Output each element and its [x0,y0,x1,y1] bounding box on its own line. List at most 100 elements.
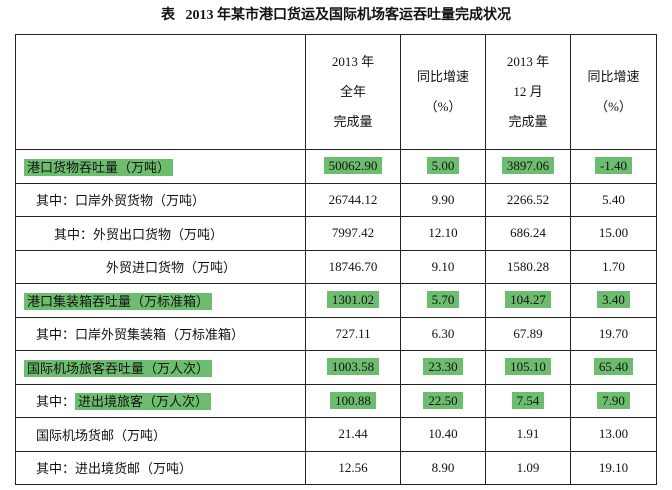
cell-value: 686.24 [510,225,546,241]
value-cell: 104.27 [485,283,571,318]
row-label: 港口货物吞吐量（万吨） [24,158,174,176]
row-label: 国际机场货邮（万吨） [36,427,167,443]
value-cell: 3897.06 [485,149,571,184]
value-cell: 727.11 [305,316,401,351]
row-label-cell: 其中：口岸外贸集装箱（万标准箱） [15,316,306,351]
value-cell: 22.50 [400,383,486,418]
value-cell: 1.09 [485,450,571,485]
value-cell: 12.10 [400,216,486,251]
row-label: 国际机场旅客吞吐量（万人次） [24,359,213,377]
value-cell: 3.40 [570,283,657,318]
value-cell: 5.40 [570,182,657,217]
cell-value: 9.10 [431,258,455,274]
value-cell: 15.00 [570,216,657,251]
value-cell: 8.90 [400,450,486,485]
header-cell: 2013 年 12 月完成量 [485,34,571,150]
cell-value: 67.89 [513,325,543,341]
header-line: 2013 年 [506,54,550,69]
cell-value: 19.70 [598,325,629,341]
header-line: （%） [424,99,462,114]
cell-value: 1.09 [516,459,540,475]
value-cell: 10.40 [400,417,486,452]
data-table: 2013 年全年 完成量 同比增速 （%） 2013 年 12 月完成量 同比增速 （%） 港… [15,34,657,485]
cell-value: 104.27 [505,291,551,309]
row-label: 港口集装箱吞吐量（万标准箱） [24,292,213,310]
cell-value: 105.10 [505,358,551,376]
header-line: 同比增速 [416,69,469,84]
value-cell: 1.70 [570,249,657,284]
value-cell: 6.30 [400,316,486,351]
table-row: 其中：外贸出口货物（万吨） 7997.42 12.10 686.24 15.00 [15,216,657,251]
cell-value: 22.50 [423,391,463,409]
value-cell: 23.30 [400,350,486,385]
value-cell: 1003.58 [305,350,401,385]
table-row: 国际机场货邮（万吨） 21.44 10.40 1.91 13.00 [15,417,657,452]
value-cell: 7.54 [485,383,571,418]
row-prefix: 其中： [36,327,76,343]
cell-value: 26744.12 [328,191,378,207]
cell-value: 10.40 [428,426,458,442]
cell-value: 50062.90 [323,157,383,175]
cell-value: 65.40 [593,358,634,376]
row-prefix: 其中： [36,193,76,209]
header-line: 完成量 [508,114,548,129]
cell-value: 21.44 [338,426,368,442]
table-row: 港口货物吞吐量（万吨） 50062.90 5.00 3897.06 -1.40 [15,149,657,184]
value-cell: 21.44 [305,417,401,452]
value-cell: 12.56 [305,450,401,485]
row-label: 外贸进口货物（万吨） [106,260,237,276]
cell-value: 1.70 [602,258,625,274]
value-cell: 1301.02 [305,283,401,318]
value-cell: 7997.42 [305,216,401,251]
cell-value: 1.91 [516,426,540,442]
table-row: 港口集装箱吞吐量（万标准箱） 1301.02 5.70 104.27 3.40 [15,283,657,318]
value-cell: 9.90 [400,182,486,217]
cell-value: 7.90 [597,391,630,409]
row-label: 外贸出口货物（万吨） [93,226,224,242]
row-label-cell: 国际机场货邮（万吨） [15,417,306,452]
value-cell: 13.00 [570,417,657,452]
header-row: 2013 年全年 完成量 同比增速 （%） 2013 年 12 月完成量 同比增速 （%） [15,34,657,150]
cell-value: 5.00 [426,157,460,175]
cell-value: 15.00 [598,225,629,241]
table-row: 国际机场旅客吞吐量（万人次） 1003.58 23.30 105.10 65.40 [15,350,657,385]
value-cell: 19.70 [570,316,657,351]
row-label: 口岸外贸货物（万吨） [75,193,206,209]
row-prefix: 其中： [54,226,94,242]
value-cell: 50062.90 [305,149,401,184]
table-row: 外贸进口货物（万吨） 18746.70 9.10 1580.28 1.70 [15,249,657,284]
cell-value: -1.40 [594,157,633,175]
value-cell: 105.10 [485,350,571,385]
cell-value: 8.90 [431,459,455,475]
header-line: 12 月 [513,84,543,99]
value-cell: -1.40 [570,149,657,184]
row-label: 进出境货邮（万吨） [75,461,193,477]
cell-value: 19.10 [598,459,629,475]
header-cell: 同比增速 （%） [570,34,657,150]
value-cell: 5.70 [400,283,486,318]
row-label-cell: 其中：外贸出口货物（万吨） [15,216,306,251]
table-row: 其中：口岸外贸集装箱（万标准箱） 727.11 6.30 67.89 19.70 [15,316,657,351]
cell-value: 727.11 [335,325,371,341]
row-label-cell: 其中： 进出境旅客（万人次） [15,383,306,418]
header-line: 完成量 [333,114,373,129]
cell-value: 7997.42 [331,225,375,241]
cell-value: 5.40 [602,191,625,207]
value-cell: 19.10 [570,450,657,485]
value-cell: 100.88 [305,383,401,418]
cell-value: 1301.02 [326,291,380,309]
cell-value: 12.56 [338,459,368,475]
row-label-cell: 外贸进口货物（万吨） [15,249,306,284]
cell-value: 7.54 [511,391,545,409]
cell-value: 5.70 [426,291,460,309]
cell-value: 1580.28 [506,258,550,274]
value-cell: 26744.12 [305,182,401,217]
row-label-cell: 其中：进出境货邮（万吨） [15,450,306,485]
cell-value: 100.88 [330,391,376,409]
table-row: 其中： 进出境旅客（万人次） 100.88 22.50 7.54 7.90 [15,383,657,418]
cell-value: 6.30 [431,325,455,341]
value-cell: 67.89 [485,316,571,351]
row-label-cell: 港口货物吞吐量（万吨） [15,149,306,184]
